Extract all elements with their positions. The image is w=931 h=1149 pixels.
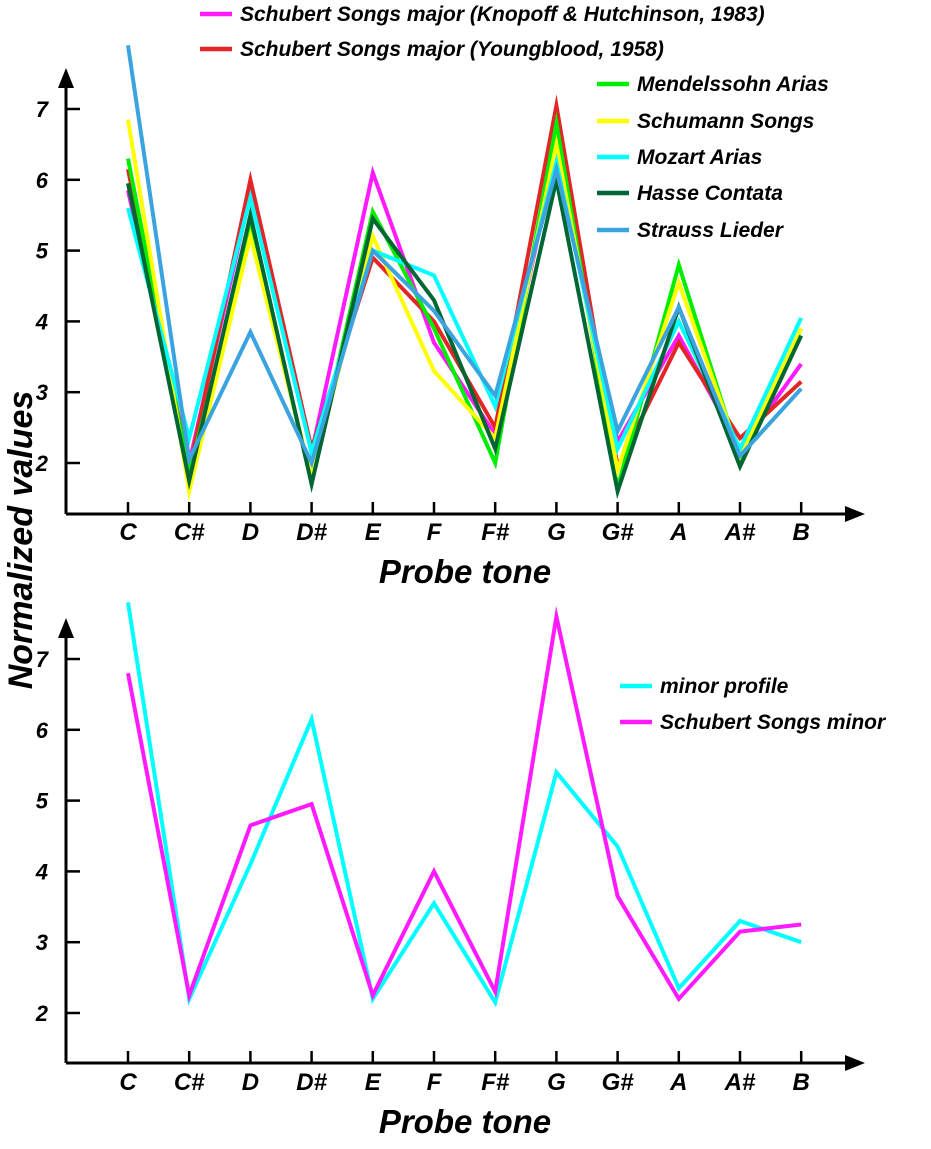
x-tick-label: B (793, 519, 810, 546)
x-tick-label: G# (602, 519, 635, 546)
legend-entry: Hasse Contata (637, 182, 783, 205)
y-tick-label: 2 (35, 451, 49, 476)
legend-entry: Mozart Arias (637, 146, 762, 169)
x-tick-label: G# (602, 1069, 635, 1096)
minor-profiles-panel: 2 3 4 5 6 7 C C# D D# E F F# G G# A A# B Probe tone minor p… (35, 602, 887, 1140)
y-tick-label: 2 (35, 1001, 49, 1026)
x-tick-label: C# (174, 1069, 205, 1096)
y-tick-label: 6 (36, 718, 49, 743)
x-tick-label: C (119, 519, 137, 546)
x-tick-label: A# (724, 519, 756, 546)
x-tick-label: A (669, 519, 687, 546)
series-line-mendelssohn-arias (126, 111, 804, 498)
x-tick-label: E (365, 1069, 382, 1096)
y-tick-label: 5 (36, 789, 49, 814)
x-tick-label: F# (481, 1069, 510, 1096)
y-axis-arrow (58, 618, 74, 638)
series-line-minor-profile (126, 602, 802, 1008)
x-tick-label: B (793, 1069, 810, 1096)
legend-entry: Mendelssohn Arias (637, 73, 829, 96)
y-tick-label: 7 (36, 97, 50, 122)
x-tick-label: A (669, 1069, 687, 1096)
legend-entry: Schubert Songs minor (660, 711, 887, 734)
x-tick-label: F# (481, 519, 510, 546)
y-tick-label: 7 (36, 647, 50, 672)
x-tick-label: G (547, 1069, 566, 1096)
x-axis-arrow (845, 506, 865, 522)
series-line-mozart-arias (126, 153, 804, 461)
series-line-strauss-lieder (126, 45, 803, 469)
y-tick-label: 4 (35, 859, 48, 884)
legend-entry: Schubert Songs major (Youngblood, 1958) (240, 38, 664, 61)
series-line-schubert-songs-minor (126, 605, 802, 1003)
x-tick-label: D (242, 1069, 259, 1096)
y-tick-label: 6 (36, 168, 49, 193)
x-tick-label: E (365, 519, 382, 546)
x-tick-label: D# (296, 1069, 327, 1096)
x-tick-label: D (242, 519, 259, 546)
major-profiles-panel: 2 3 4 5 6 7 C C# D D# E F F# G G# A A# B Probe tone Schuber… (35, 3, 865, 590)
y-tick-label: 3 (36, 380, 48, 405)
y-axis-label: Normalized values (2, 391, 40, 690)
x-tick-label: G (547, 519, 566, 546)
legend-entry: Strauss Lieder (637, 219, 785, 242)
x-axis-label: Probe tone (379, 553, 551, 590)
y-tick-label: 3 (36, 930, 48, 955)
y-axis-arrow (58, 68, 74, 88)
x-axis-arrow (845, 1055, 865, 1071)
legend-entry: minor profile (660, 675, 789, 698)
x-tick-label: A# (724, 1069, 756, 1096)
series-line-schumann-songs (126, 119, 804, 502)
x-tick-label: C (119, 1069, 137, 1096)
x-tick-label: C# (174, 519, 205, 546)
x-axis-label: Probe tone (379, 1103, 551, 1140)
x-tick-label: F (427, 519, 443, 546)
x-tick-label: D# (296, 519, 327, 546)
x-tick-label: F (427, 1069, 443, 1096)
legend-entry: Schumann Songs (637, 110, 814, 133)
y-tick-label: 5 (36, 239, 49, 264)
y-tick-label: 4 (35, 309, 48, 334)
legend-entry: Schubert Songs major (Knopoff & Hutchins… (240, 3, 765, 26)
